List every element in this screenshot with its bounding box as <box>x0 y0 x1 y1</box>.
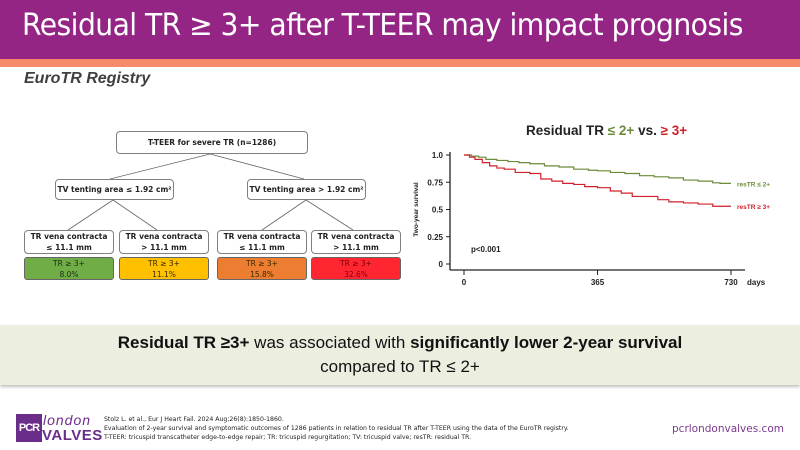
leaf-label: TR vena contracta <box>223 231 301 241</box>
connector-left-leaf1 <box>67 199 114 231</box>
x-tick-label: 365 <box>591 278 605 287</box>
leaf-threshold: ≤ 11.1 mm <box>239 243 285 252</box>
survival-curve-restr-ge-3 <box>464 154 731 207</box>
leaf-threshold: > 11.1 mm <box>333 243 379 252</box>
result-box: TR ≥ 3+ 11.1% <box>119 257 209 280</box>
title-bar: Residual TR ≥ 3+ after T-TEER may impact… <box>0 0 800 59</box>
slide-subtitle: EuroTR Registry <box>24 70 151 87</box>
leaf-threshold: > 11.1 mm <box>141 243 187 252</box>
accent-stripe <box>0 59 800 67</box>
y-tick-label: 0.5 <box>432 206 444 215</box>
leaf-threshold: ≤ 11.1 mm <box>46 243 92 252</box>
website-link[interactable]: pcrlondonvalves.com <box>672 423 784 435</box>
tree-node-tenting-high: TV tenting area > 1.92 cm² <box>247 179 366 200</box>
chart-title-mid: vs. <box>634 123 661 138</box>
tree-leaf-node: TR vena contracta > 11.1 mm <box>119 230 209 254</box>
leaf-label: TR vena contracta <box>317 231 395 241</box>
x-tick-label: 730 <box>724 278 738 287</box>
tree-leaf-node: TR vena contracta > 11.1 mm <box>311 230 401 254</box>
result-value: 15.8% <box>250 269 274 279</box>
y-tick-label: 0.25 <box>427 233 443 242</box>
result-label: TR ≥ 3+ <box>340 259 372 268</box>
result-box: TR ≥ 3+ 8.0% <box>24 257 114 280</box>
result-value: 32.6% <box>344 269 368 279</box>
callout-text: was associated with <box>249 333 411 352</box>
callout-bold-1: Residual TR ≥3+ <box>117 333 250 352</box>
slide-title: Residual TR ≥ 3+ after T-TEER may impact… <box>22 8 743 43</box>
y-tick-label: 0.75 <box>427 178 443 187</box>
logo-pcr: PCR <box>16 414 42 442</box>
abbreviations: T-TEER: tricuspid transcatheter edge-to-… <box>104 433 472 441</box>
connector-root-right <box>209 153 305 180</box>
result-box: TR ≥ 3+ 15.8% <box>217 257 307 280</box>
key-finding-callout: Residual TR ≥3+ was associated with sign… <box>0 325 800 385</box>
chart-title-prefix: Residual TR <box>526 123 608 138</box>
chart-title-red: ≥ 3+ <box>660 123 688 138</box>
connector-root-left <box>109 153 211 180</box>
tree-node-tenting-low: TV tenting area ≤ 1.92 cm² <box>55 179 174 200</box>
connector-left-leaf2 <box>112 199 158 231</box>
reference-citation: Stolz L. et al., Eur J Heart Fail. 2024 … <box>104 416 284 423</box>
result-box: TR ≥ 3+ 32.6% <box>311 257 401 280</box>
tree-leaf-node: TR vena contracta ≤ 11.1 mm <box>24 230 114 254</box>
callout-line-2: compared to TR ≤ 2+ <box>320 357 480 376</box>
chart-title: Residual TR ≤ 2+ vs. ≥ 3+ <box>526 123 687 138</box>
leaf-label: TR vena contracta <box>30 231 108 241</box>
references: Stolz L. et al., Eur J Heart Fail. 2024 … <box>104 416 569 443</box>
y-tick-label: 0 <box>439 260 444 269</box>
connector-right-leaf4 <box>305 199 354 231</box>
legend-label-restr-le-2: resTR ≤ 2+ <box>737 181 770 188</box>
logo-valves: VALVES <box>42 427 103 444</box>
x-tick-label: 0 <box>462 278 467 287</box>
chart-title-green: ≤ 2+ <box>607 123 635 138</box>
callout-bold-2: significantly lower 2-year survival <box>410 333 683 352</box>
legend-label-restr-ge-3: resTR ≥ 3+ <box>737 204 770 211</box>
logo-london: london <box>43 412 92 428</box>
result-value: 11.1% <box>152 269 176 279</box>
result-label: TR ≥ 3+ <box>148 259 180 268</box>
callout-line-1: Residual TR ≥3+ was associated with sign… <box>0 333 800 353</box>
result-label: TR ≥ 3+ <box>246 259 278 268</box>
connector-right-leaf3 <box>261 199 307 231</box>
tree-root-node: T-TEER for severe TR (n=1286) <box>116 131 308 154</box>
result-value: 8.0% <box>59 269 79 279</box>
result-label: TR ≥ 3+ <box>53 259 85 268</box>
y-axis-label: Two-year survival <box>413 182 420 237</box>
p-value-annotation: p<0.001 <box>471 245 501 254</box>
y-tick-label: 1.0 <box>432 151 444 160</box>
reference-description: Evaluation of 2-year survival and sympto… <box>104 424 569 432</box>
leaf-label: TR vena contracta <box>125 231 203 241</box>
x-axis-label: days <box>747 278 766 287</box>
pcr-london-valves-logo: PCR london VALVES <box>16 412 102 444</box>
tree-leaf-node: TR vena contracta ≤ 11.1 mm <box>217 230 307 254</box>
survival-curve-restr-le-2 <box>464 154 731 184</box>
